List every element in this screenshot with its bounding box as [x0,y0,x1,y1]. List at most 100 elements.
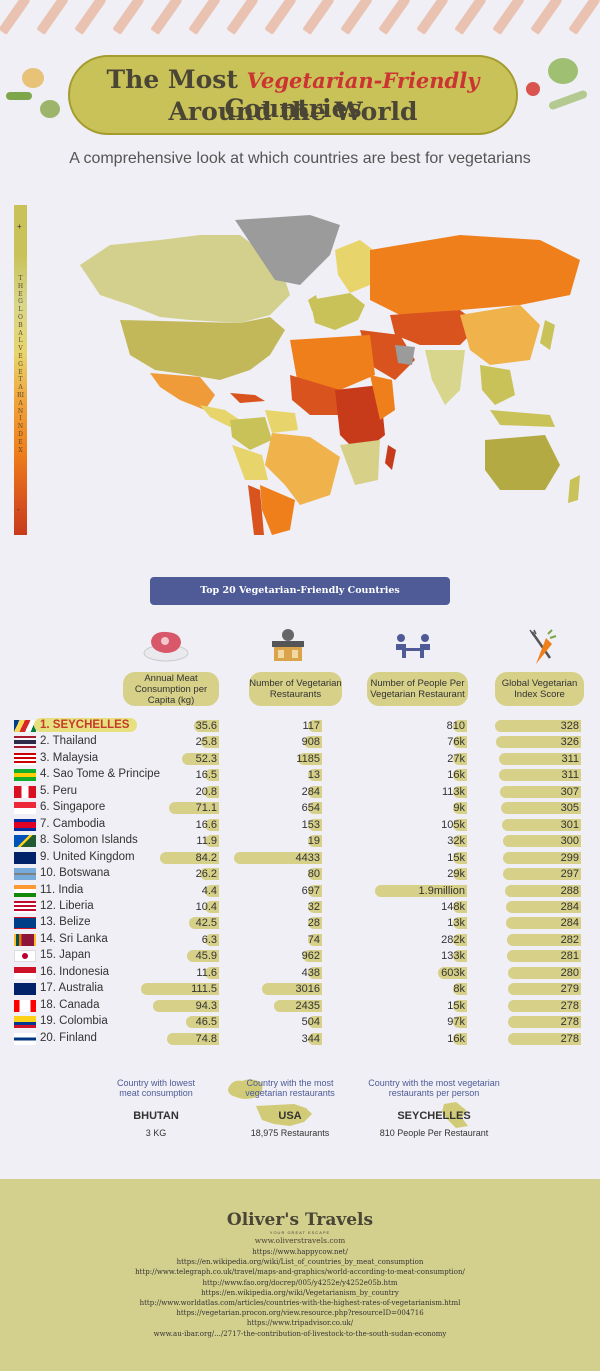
cell-value: 301 [560,818,579,831]
cell-value: 20.8 [195,785,217,798]
value-bar [500,785,581,798]
summary-most-restaurants: Country with the most vegetarian restaur… [234,1078,346,1138]
table-row: 8. Solomon Islands 11.9 19 32k 300 [0,833,600,849]
map-usa [120,317,285,380]
value-bar [453,868,467,881]
source-link[interactable]: http://www.telegraph.co.uk/travel/maps-a… [135,1268,465,1277]
cell-value: 13 [307,769,320,782]
cell-value: 328 [560,720,579,732]
footer-site-link[interactable]: www.oliverstravels.com [254,1236,346,1245]
cell-restaurants: 117 [234,720,322,732]
cell-value: 9k [453,802,465,815]
country-flag-icon [14,950,36,963]
map-mexico [150,373,215,410]
cell-people: 76k [375,736,467,749]
lettuce-icon [548,58,578,84]
cell-restaurants: 504 [234,1016,322,1029]
cell-value: 97k [447,1016,465,1029]
value-bar [453,1032,467,1045]
cell-people: 105k [375,818,467,831]
value-bar [308,900,322,913]
map-west-africa [290,375,340,415]
country-name: 1. SEYCHELLES [34,718,138,732]
value-bar [453,950,467,963]
source-link[interactable]: http://www.worldatlas.com/articles/count… [139,1299,461,1307]
map-caribbean [230,393,265,403]
value-bar [437,966,467,979]
cell-people: 1.9million [375,884,467,897]
table-row: 17. Australia 111.5 3016 8k 279 [0,981,600,997]
cell-restaurants: 962 [234,950,322,963]
cell-value: 32 [307,900,320,913]
source-link[interactable]: https://en.wikipedia.org/wiki/List_of_co… [176,1258,424,1267]
cell-restaurants: 2435 [234,999,322,1012]
value-bar [506,900,581,913]
value-bar [507,966,581,979]
table-row: 4. Sao Tome & Principe 16.5 13 16k 311 [0,767,600,783]
summary-value: 18,975 Restaurants [250,1128,330,1138]
map-east-africa [370,375,395,420]
source-link[interactable]: https://en.wikipedia.org/wiki/Vegetarian… [201,1288,399,1297]
table-row: 7. Cambodia 16.6 153 105k 301 [0,817,600,833]
cell-meat: 11.6 [141,966,219,979]
source-link[interactable]: https://www.tripadvisor.co.uk/ [246,1319,354,1328]
cell-score: 328 [495,720,581,732]
table-row: 19. Colombia 46.5 504 97k 278 [0,1014,600,1030]
source-link[interactable]: https://www.happycow.net/ [252,1248,348,1256]
title-line-2: Around the World [168,97,418,126]
cell-value: 15k [447,851,465,864]
cell-value: 284 [301,785,320,798]
country-name: 7. Cambodia [40,817,106,830]
country-name: 18. Canada [40,998,100,1011]
value-bar [308,917,322,930]
value-bar [453,736,467,749]
cell-value: 307 [560,785,579,798]
country-name: 16. Indonesia [40,965,110,978]
cell-value: 962 [301,950,320,963]
cell-people: 282k [375,933,467,946]
country-flag-icon [14,966,36,979]
value-bar [141,983,219,996]
value-bar [307,884,322,897]
value-bar [308,769,322,782]
map-chile [248,485,264,535]
country-name: 5. Peru [40,784,78,797]
onion-icon [22,68,44,88]
country-name: 6. Singapore [40,801,106,814]
source-link[interactable]: http://www.fao.org/docrep/005/y4252e/y42… [202,1278,398,1287]
steak-icon [143,631,189,662]
country-name: 11. India [40,883,84,896]
table-row: 15. Japan 45.9 962 133k 281 [0,948,600,964]
scale-label: THE GLOBAL VEGETARIAN INDEX [17,275,24,454]
value-bar [505,884,581,897]
summary-caption: Country with lowest meat consumption [116,1078,196,1098]
cell-people: 9k [375,802,467,815]
cell-value: 29k [447,868,465,881]
cell-restaurants: 28 [234,917,322,930]
cell-value: 52.3 [195,752,217,765]
map-alaska-canada [80,235,290,323]
cell-value: 94.3 [195,999,217,1012]
cell-value: 105k [441,818,465,831]
map-madagascar [385,445,396,470]
value-bar [186,1016,219,1029]
source-link[interactable]: https://vegetarian.procon.org/view.resou… [176,1309,424,1318]
source-link[interactable]: www.au-ibar.org/.../2717-the-contributio… [153,1329,447,1338]
cell-value: 74 [307,933,320,946]
value-bar [501,802,581,815]
cell-restaurants: 80 [234,868,322,881]
cell-value: 8k [453,983,465,996]
value-bar [262,983,322,996]
cell-score: 299 [495,851,581,864]
country-flag-icon [14,1016,36,1029]
country-flag-icon [14,999,36,1012]
country-flag-icon [14,1032,36,1045]
country-flag-icon [14,736,36,749]
cell-score: 281 [495,950,581,963]
world-map [80,215,580,535]
cell-meat: 42.5 [141,917,219,930]
cell-value: 810 [446,720,465,732]
header: The Most Vegetarian-Friendly Countries A… [0,0,600,140]
cell-people: 32k [375,835,467,848]
summary-caption: Country with the most vegetarian restaur… [368,1078,500,1098]
